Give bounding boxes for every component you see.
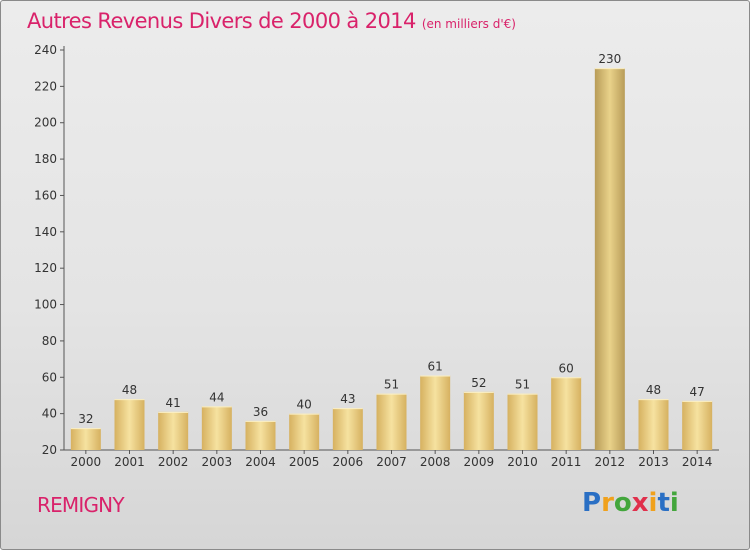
value-label: 32: [78, 412, 93, 426]
bar: [638, 399, 669, 450]
value-label: 41: [166, 396, 181, 410]
x-tick-label: 2004: [245, 455, 276, 469]
x-tick-label: 2009: [464, 455, 495, 469]
bar: [551, 377, 582, 450]
proxiti-logo: Proxiti: [582, 488, 679, 518]
x-tick-label: 2013: [638, 455, 669, 469]
x-tick-label: 2000: [71, 455, 102, 469]
value-label: 52: [471, 376, 486, 390]
bar: [507, 393, 538, 450]
logo-letter: t: [657, 488, 670, 518]
y-tick-label: 240: [34, 43, 57, 57]
bar: [682, 400, 713, 450]
x-axis: 2000 2001 2002 2003 2004 2005 2006 2007 2008 2009…: [64, 449, 719, 469]
x-tick-label: 2014: [682, 455, 713, 469]
y-tick-label: 40: [42, 407, 57, 421]
bar: [332, 408, 363, 450]
x-tick-label: 2007: [376, 455, 407, 469]
y-tick-label: 80: [42, 334, 57, 348]
y-tick-label: 100: [34, 298, 57, 312]
chart-title-text: Autres Revenus Divers de 2000 à 2014: [27, 9, 416, 33]
y-axis: 20 40 60 80 100 120 140 160 180 200 220 240: [34, 43, 65, 457]
value-label: 44: [209, 390, 224, 404]
y-tick-label: 60: [42, 370, 57, 384]
chart-subtitle: (en milliers d'€): [421, 17, 516, 31]
x-tick-label: 2003: [202, 455, 233, 469]
value-label: 47: [690, 385, 705, 399]
y-tick-label: 120: [34, 261, 57, 275]
bar: [114, 399, 145, 450]
y-tick-label: 160: [34, 188, 57, 202]
value-label: 36: [253, 405, 268, 419]
bars: 32 48 41 44 36 40 43 51 61 52 51 60 230 48 47: [70, 52, 713, 450]
logo-letter: i: [669, 488, 679, 518]
bar: [70, 428, 101, 450]
x-tick-label: 2006: [333, 455, 364, 469]
value-label: 230: [598, 52, 621, 66]
x-tick-label: 2011: [551, 455, 582, 469]
logo-letter: o: [613, 488, 632, 518]
bar: [201, 406, 232, 450]
logo-letter: x: [631, 488, 649, 518]
x-tick-label: 2008: [420, 455, 451, 469]
value-label: 48: [646, 383, 661, 397]
bar: [594, 68, 625, 450]
bar: [245, 420, 276, 450]
chart-title: Autres Revenus Divers de 2000 à 2014 (en …: [27, 9, 516, 33]
y-tick-label: 140: [34, 225, 57, 239]
value-label: 51: [384, 378, 399, 392]
value-label: 51: [515, 378, 530, 392]
city-name: REMIGNY: [37, 493, 125, 517]
y-tick-label: 200: [34, 116, 57, 130]
value-label: 61: [428, 359, 443, 373]
bar: [463, 391, 494, 450]
x-tick-label: 2001: [114, 455, 145, 469]
y-tick-label: 220: [34, 79, 57, 93]
bar: [420, 375, 451, 450]
logo-letter: i: [648, 488, 658, 518]
bar: [376, 393, 407, 450]
logo-letter: P: [582, 488, 602, 518]
x-tick-label: 2010: [507, 455, 538, 469]
x-tick-label: 2012: [595, 455, 626, 469]
bar: [289, 413, 320, 450]
logo-letter: r: [601, 488, 614, 518]
value-label: 60: [559, 361, 574, 375]
bar: [158, 411, 189, 450]
y-tick-label: 180: [34, 152, 57, 166]
value-label: 40: [297, 398, 312, 412]
x-tick-label: 2002: [158, 455, 189, 469]
x-tick-label: 2005: [289, 455, 320, 469]
value-label: 48: [122, 383, 137, 397]
value-label: 43: [340, 392, 355, 406]
y-tick-label: 20: [42, 443, 57, 457]
